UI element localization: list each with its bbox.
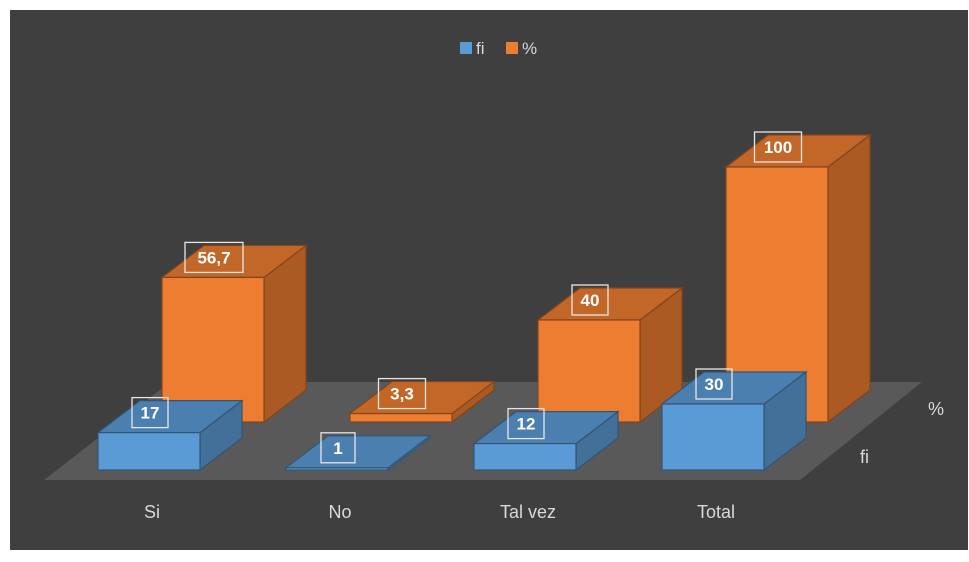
bar-fi-3-front bbox=[661, 403, 765, 471]
data-label-fi-3: 30 bbox=[695, 368, 733, 400]
series-fi-bars bbox=[96, 370, 808, 472]
category-label-2: Tal vez bbox=[500, 502, 556, 522]
category-axis: Si No Tal vez Total bbox=[144, 502, 735, 522]
data-label-fi-2-box bbox=[507, 407, 545, 440]
data-label-fi-2-text: 12 bbox=[517, 415, 536, 434]
bar-percent-2-front bbox=[537, 319, 641, 423]
data-label-percent-3-text: 100 bbox=[764, 138, 792, 157]
depth-label-1: fi bbox=[860, 447, 869, 467]
data-label-percent-2-box bbox=[571, 284, 609, 316]
data-label-percent-3: 100 bbox=[753, 131, 803, 163]
bar-fi-0 bbox=[96, 399, 244, 472]
data-label-percent-0-text: 56,7 bbox=[197, 248, 230, 267]
bar-percent-1-front bbox=[349, 412, 453, 423]
category-label-1: No bbox=[328, 502, 351, 522]
legend-label-0: fi bbox=[476, 39, 485, 58]
depth-axis: % fi bbox=[860, 399, 944, 467]
data-label-percent-1: 3,3 bbox=[377, 377, 427, 410]
data-label-fi-2: 12 bbox=[507, 407, 545, 440]
data-label-fi-0-box bbox=[131, 396, 169, 429]
bar-fi-3 bbox=[660, 370, 808, 472]
data-label-fi-1: 1 bbox=[320, 432, 356, 464]
data-label-percent-0-box bbox=[184, 241, 244, 274]
legend-label-1: % bbox=[522, 39, 537, 58]
data-label-percent-3-box bbox=[753, 131, 803, 163]
data-label-fi-3-box bbox=[695, 368, 733, 400]
bar-fi-2-front bbox=[473, 443, 577, 471]
legend[interactable]: fi% bbox=[460, 39, 537, 58]
data-label-percent-1-text: 3,3 bbox=[390, 385, 414, 404]
legend-item-1[interactable]: % bbox=[506, 39, 537, 58]
data-labels: 56,7 17 3,3 1 40 12 100 30 bbox=[131, 131, 803, 464]
data-label-percent-0: 56,7 bbox=[184, 241, 244, 274]
legend-swatch-0 bbox=[460, 42, 472, 54]
chart-area: 56,7 17 3,3 1 40 12 100 30 Si No Tal vez Total % fi… bbox=[10, 10, 968, 550]
data-label-percent-2-text: 40 bbox=[581, 291, 600, 310]
data-label-fi-0-text: 17 bbox=[141, 404, 160, 423]
bar-percent-1 bbox=[348, 380, 496, 424]
data-label-fi-3-text: 30 bbox=[705, 375, 724, 394]
category-label-0: Si bbox=[144, 502, 160, 522]
data-label-fi-0: 17 bbox=[131, 396, 169, 429]
bar-fi-0-front bbox=[97, 432, 201, 471]
category-label-3: Total bbox=[697, 502, 735, 522]
depth-label-0: % bbox=[928, 399, 944, 419]
bar-percent-3-side bbox=[827, 133, 871, 424]
bar-fi-1-front bbox=[285, 467, 389, 471]
bar-fi-2 bbox=[472, 410, 620, 472]
data-label-fi-1-box bbox=[320, 432, 356, 464]
bar-fi-1 bbox=[284, 434, 432, 472]
data-label-fi-1-text: 1 bbox=[333, 439, 342, 458]
data-label-percent-2: 40 bbox=[571, 284, 609, 316]
data-label-percent-1-box bbox=[377, 377, 427, 410]
legend-item-0[interactable]: fi bbox=[460, 39, 485, 58]
legend-swatch-1 bbox=[506, 42, 518, 54]
bar-percent-2 bbox=[536, 286, 684, 424]
